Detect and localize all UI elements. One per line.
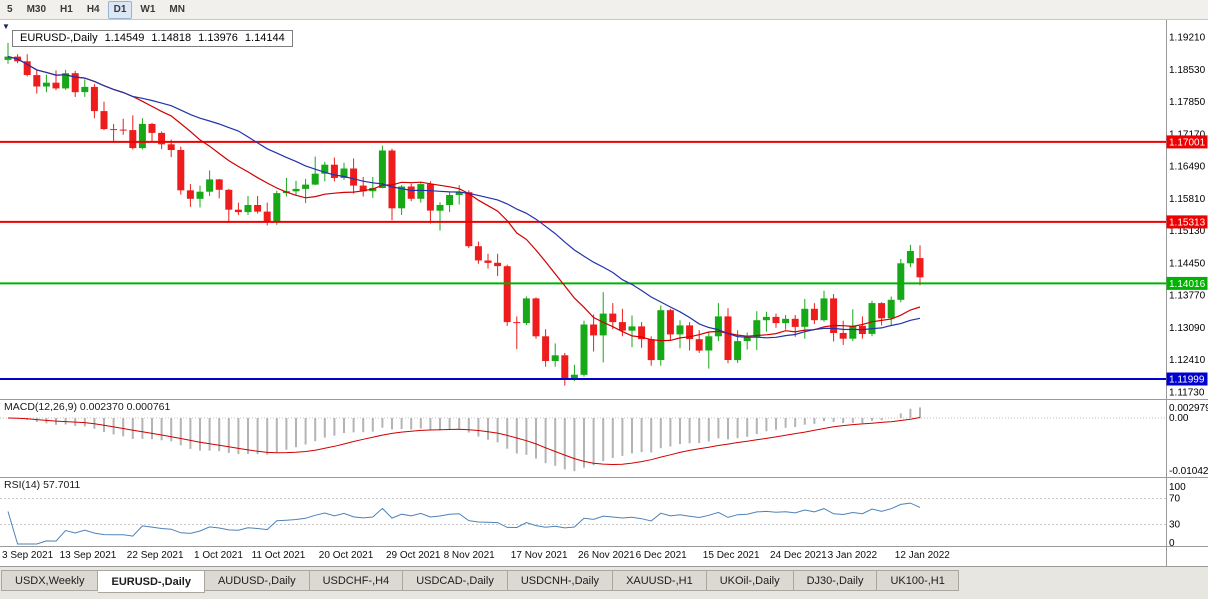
timeframe-button-m30[interactable]: M30: [26, 4, 47, 15]
timeframe-button-w1[interactable]: W1: [140, 4, 156, 15]
price-line-badge: [1166, 215, 1208, 229]
macd-histogram: [16, 407, 921, 472]
ohlc-open: 1.14549: [104, 32, 145, 44]
price-scale[interactable]: 1.19210 1.18530 1.17850 1.17170 1.16490 1.158…: [1166, 33, 1208, 399]
timeframe-toolbar: 5 M30 H1 H4 D1 W1 MN: [0, 0, 1208, 20]
time-axis-label: 3 Jan 2022: [827, 550, 878, 561]
ma-line-25: [7, 56, 921, 339]
price-scale-label: 1.17850: [1169, 97, 1206, 108]
macd-scale-label: -0.010422: [1169, 466, 1208, 477]
price-scale-label: 1.19210: [1169, 33, 1206, 44]
chart-tab-dj30-daily[interactable]: DJ30-,Daily: [793, 570, 878, 591]
chart-tab-uk100-h1[interactable]: UK100-,H1: [877, 570, 959, 591]
time-axis-label: 20 Oct 2021: [318, 550, 374, 561]
price-scale-label: 1.16490: [1169, 162, 1206, 173]
price-scale-label: 1.12410: [1169, 355, 1206, 366]
price-scale-label: 1.13090: [1169, 323, 1206, 334]
time-axis-label: 15 Dec 2021: [702, 550, 760, 561]
rsi-scale-label: 100: [1169, 482, 1186, 493]
timeframe-button-h4[interactable]: H4: [86, 4, 100, 15]
chart-tab-xauusd-h1[interactable]: XAUUSD-,H1: [613, 570, 707, 591]
price-line-badge: [1166, 276, 1208, 290]
rsi-line: [7, 502, 921, 545]
price-scale-label: 1.15130: [1169, 226, 1206, 237]
time-axis-label: 12 Jan 2022: [894, 550, 950, 561]
macd-scale-label: 0.002979: [1169, 403, 1208, 414]
price-line-badge: [1166, 372, 1208, 386]
ma-line-14: [7, 56, 921, 342]
chart-tabs: USDX,Weekly EURUSD-,Daily AUDUSD-,Daily USD…: [0, 566, 1208, 599]
chart-tab-eurusd-daily[interactable]: EURUSD-,Daily: [98, 570, 205, 593]
chart-title: EURUSD-,Daily 1.14549 1.14818 1.13976 1.…: [12, 30, 293, 47]
price-line-badge-label: 1.14016: [1169, 279, 1206, 290]
chart-tab-usdcad-daily[interactable]: USDCAD-,Daily: [403, 570, 508, 591]
ohlc-high: 1.14818: [151, 32, 192, 44]
timeframe-button-5[interactable]: 5: [7, 4, 13, 15]
rsi-label: RSI(14) 57.7011: [4, 479, 81, 491]
timeframe-button-mn[interactable]: MN: [169, 4, 185, 15]
time-axis-label: 26 Nov 2021: [578, 550, 635, 561]
price-scale-label: 1.14450: [1169, 258, 1206, 269]
chart-symbol: EURUSD-,Daily: [20, 32, 98, 44]
timeframe-button-h1[interactable]: H1: [60, 4, 73, 15]
chart-background: [0, 20, 1208, 566]
price-line-badge-label: 1.11999: [1169, 375, 1205, 386]
ohlc-close: 1.14144: [244, 32, 285, 44]
time-axis-label: 24 Dec 2021: [770, 550, 827, 561]
time-axis-label: 6 Dec 2021: [635, 550, 687, 561]
time-axis-label: 8 Nov 2021: [443, 550, 495, 561]
rsi-scale-label: 0: [1169, 538, 1175, 549]
time-axis-label: 22 Sep 2021: [126, 550, 184, 561]
chart-tab-usdx-weekly[interactable]: USDX,Weekly: [1, 570, 99, 591]
time-axis-label: 11 Oct 2021: [251, 550, 306, 561]
time-axis[interactable]: 3 Sep 2021 13 Sep 2021 22 Sep 2021 1 Oct 20…: [0, 546, 1166, 566]
timeframe-button-d1[interactable]: D1: [107, 0, 133, 19]
price-line-badge-label: 1.15313: [1169, 217, 1206, 228]
rsi-scale-label: 30: [1169, 520, 1181, 531]
rsi-scale-label: 70: [1169, 494, 1181, 505]
macd-scale-label: 0.00: [1169, 413, 1189, 424]
time-axis-label: 13 Sep 2021: [59, 550, 117, 561]
macd-signal-line: [7, 417, 921, 466]
one-click-trading-toggle[interactable]: ▼: [2, 22, 10, 31]
price-line-badge-label: 1.17001: [1169, 137, 1206, 148]
chart-tab-usdcnh-daily[interactable]: USDCNH-,Daily: [507, 570, 614, 591]
price-scale-label: 1.13770: [1169, 291, 1206, 302]
chart-tab-audusd-daily[interactable]: AUDUSD-,Daily: [204, 570, 310, 591]
price-scale-label: 1.11730: [1169, 387, 1205, 398]
time-axis-label: 1 Oct 2021: [194, 550, 243, 561]
price-scale-label: 1.18530: [1169, 65, 1206, 76]
price-scale-label: 1.17170: [1169, 129, 1206, 140]
chart-tab-ukoil-daily[interactable]: UKOil-,Daily: [706, 570, 794, 591]
macd-label: MACD(12,26,9) 0.002370 0.000761: [4, 401, 171, 413]
ohlc-low: 1.13976: [198, 32, 238, 44]
time-axis-label: 3 Sep 2021: [2, 550, 54, 561]
chart-tab-usdchf-h4[interactable]: USDCHF-,H4: [309, 570, 404, 591]
time-axis-label: 29 Oct 2021: [386, 550, 441, 561]
price-line-badge: [1166, 135, 1208, 149]
price-scale-label: 1.15810: [1169, 194, 1206, 205]
time-axis-label: 17 Nov 2021: [510, 550, 568, 561]
